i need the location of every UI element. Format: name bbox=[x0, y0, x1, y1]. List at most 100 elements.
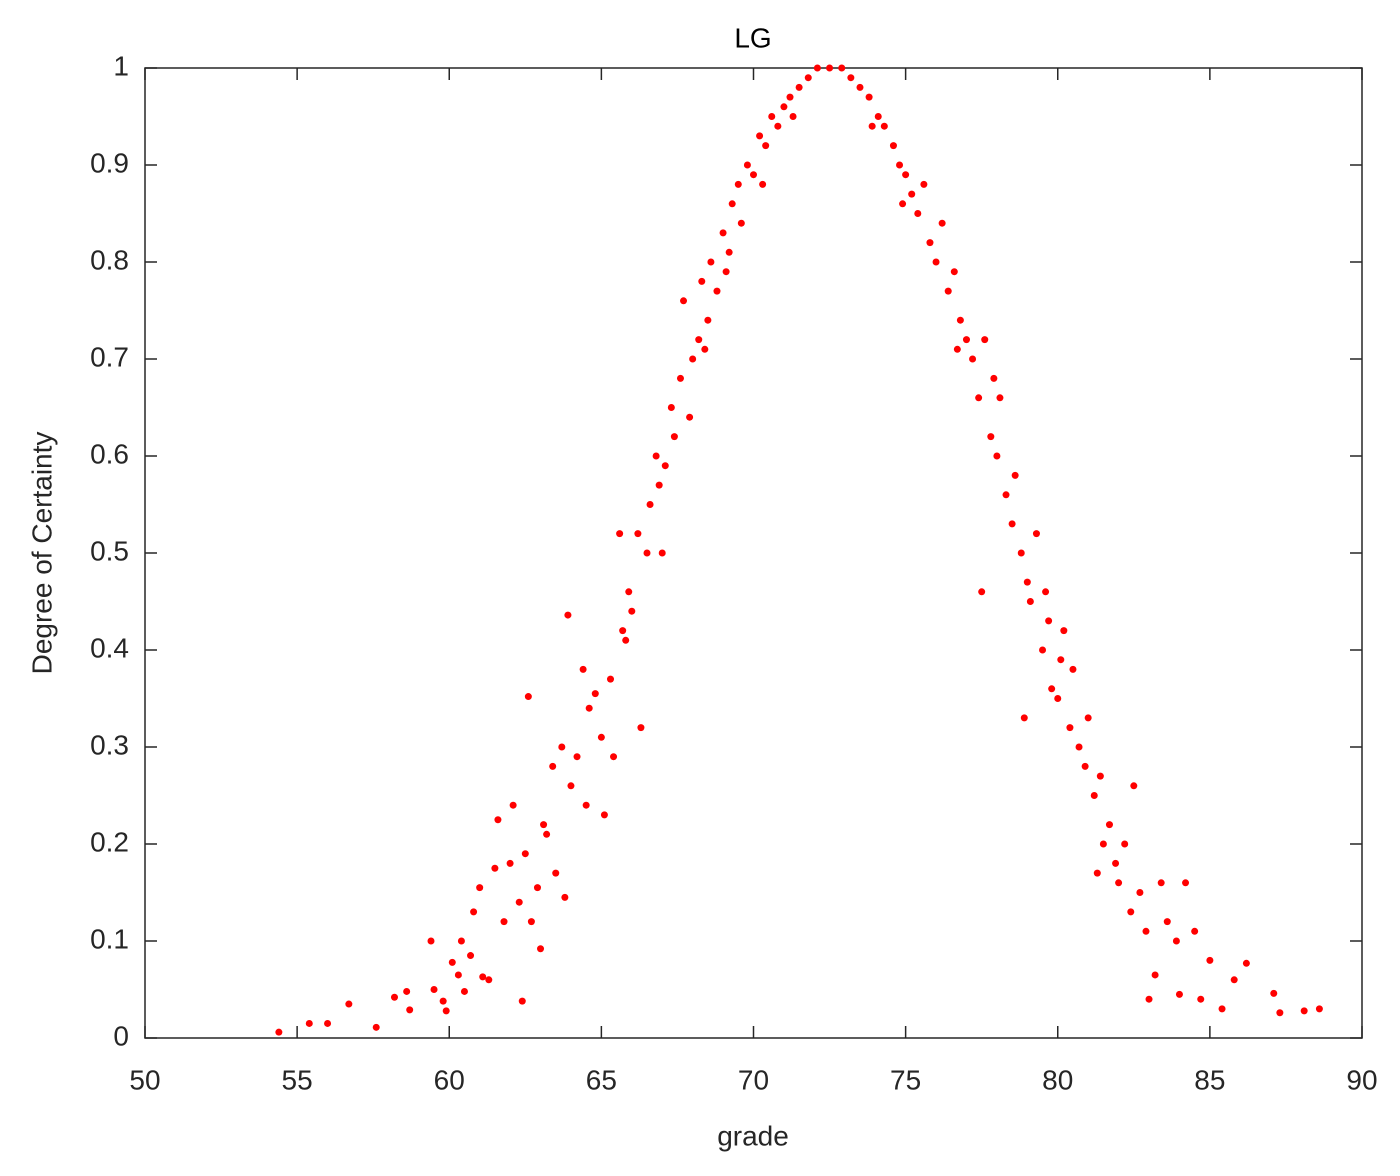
point bbox=[1039, 646, 1047, 654]
point bbox=[993, 452, 1001, 460]
point bbox=[1099, 840, 1107, 848]
point bbox=[676, 374, 684, 382]
point bbox=[591, 690, 599, 698]
point bbox=[457, 937, 465, 945]
point bbox=[521, 850, 529, 858]
point bbox=[725, 248, 733, 256]
point bbox=[896, 161, 904, 169]
point bbox=[847, 74, 855, 82]
point bbox=[908, 190, 916, 198]
x-tick-label: 65 bbox=[586, 1064, 617, 1095]
point bbox=[518, 997, 526, 1005]
point bbox=[1142, 927, 1150, 935]
point bbox=[698, 277, 706, 285]
point bbox=[1008, 520, 1016, 528]
point bbox=[670, 433, 678, 441]
point bbox=[987, 433, 995, 441]
point bbox=[695, 336, 703, 344]
chart-title: LG bbox=[734, 22, 771, 53]
x-tick-label: 55 bbox=[282, 1064, 313, 1095]
point bbox=[442, 1007, 450, 1015]
y-tick-label: 0 bbox=[113, 1020, 129, 1051]
point bbox=[707, 258, 715, 266]
point bbox=[506, 859, 514, 867]
y-axis-label: Degree of Certainty bbox=[26, 432, 57, 675]
point bbox=[622, 636, 630, 644]
point bbox=[868, 122, 876, 130]
point bbox=[756, 132, 764, 140]
point bbox=[1081, 762, 1089, 770]
point bbox=[953, 345, 961, 353]
point bbox=[549, 762, 557, 770]
point bbox=[524, 693, 532, 701]
y-tick-label: 0.6 bbox=[90, 438, 129, 469]
point bbox=[920, 180, 928, 188]
point bbox=[889, 142, 897, 150]
point bbox=[1075, 743, 1083, 751]
point bbox=[689, 355, 697, 363]
point bbox=[680, 297, 688, 305]
point bbox=[460, 987, 468, 995]
x-tick-label: 75 bbox=[890, 1064, 921, 1095]
point bbox=[403, 987, 411, 995]
point bbox=[305, 1019, 313, 1027]
x-axis-label: grade bbox=[717, 1120, 789, 1151]
x-tick-label: 80 bbox=[1042, 1064, 1073, 1095]
point bbox=[485, 976, 493, 984]
point bbox=[1145, 995, 1153, 1003]
plot-frame bbox=[144, 67, 1363, 1039]
point bbox=[1066, 724, 1074, 732]
point bbox=[804, 74, 812, 82]
point bbox=[938, 219, 946, 227]
y-tick-label: 0.9 bbox=[90, 147, 129, 178]
point bbox=[728, 200, 736, 208]
point bbox=[996, 394, 1004, 402]
point bbox=[427, 937, 435, 945]
point bbox=[658, 549, 666, 557]
point bbox=[990, 374, 998, 382]
point bbox=[1218, 1005, 1226, 1013]
point bbox=[619, 627, 627, 635]
point bbox=[750, 171, 757, 179]
point bbox=[543, 830, 551, 838]
point bbox=[1026, 598, 1034, 605]
point bbox=[1020, 714, 1028, 722]
point bbox=[1084, 714, 1092, 722]
y-tick-label: 1 bbox=[113, 50, 129, 81]
point bbox=[795, 83, 803, 91]
point bbox=[1172, 937, 1180, 945]
point bbox=[625, 588, 633, 596]
point bbox=[880, 122, 888, 130]
point bbox=[1069, 665, 1077, 673]
point bbox=[1105, 821, 1113, 829]
point bbox=[1002, 491, 1010, 499]
point bbox=[1127, 908, 1135, 916]
point bbox=[1060, 627, 1068, 635]
point bbox=[540, 821, 548, 829]
point bbox=[610, 753, 618, 761]
point bbox=[607, 675, 615, 683]
y-tick-label: 0.5 bbox=[90, 535, 129, 566]
point bbox=[454, 971, 462, 979]
point bbox=[856, 83, 864, 91]
point bbox=[874, 113, 882, 120]
y-tick-label: 0.7 bbox=[90, 341, 129, 372]
point bbox=[537, 945, 545, 953]
point bbox=[558, 743, 566, 751]
point bbox=[975, 394, 983, 402]
point bbox=[467, 952, 475, 960]
point bbox=[914, 210, 922, 217]
point bbox=[439, 997, 447, 1005]
point bbox=[372, 1023, 380, 1031]
point bbox=[737, 219, 745, 227]
x-tick-label: 85 bbox=[1194, 1064, 1225, 1095]
point bbox=[1121, 840, 1129, 848]
point bbox=[655, 481, 663, 489]
point bbox=[1270, 989, 1278, 997]
point bbox=[722, 268, 730, 276]
point bbox=[1115, 879, 1123, 887]
point bbox=[491, 864, 499, 872]
point bbox=[762, 142, 770, 150]
point bbox=[686, 413, 694, 421]
